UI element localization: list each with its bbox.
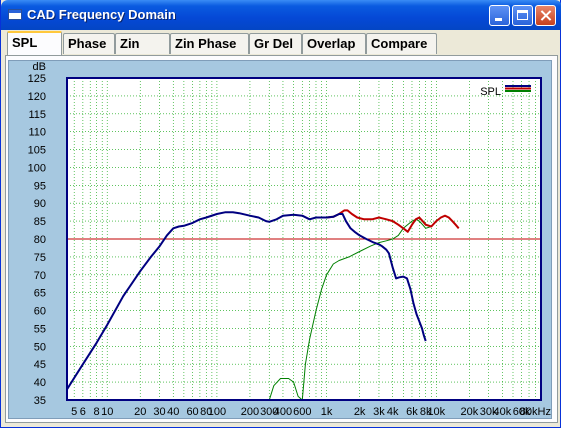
app-window-icon <box>8 9 22 20</box>
x-tick-label: 40 <box>167 406 179 418</box>
y-tick-label: 80 <box>34 234 46 246</box>
x-tick-label: 6 <box>80 406 86 418</box>
y-tick-label: 85 <box>34 216 46 228</box>
x-tick-label: 4k <box>387 406 399 418</box>
tab-zin-phase[interactable]: Zin Phase <box>170 33 249 54</box>
series-line-2 <box>66 211 427 390</box>
tab-compare[interactable]: Compare <box>366 33 437 54</box>
x-tick-label: 40k <box>493 406 511 418</box>
x-tick-label: 60k <box>513 406 531 418</box>
tab-gr-del[interactable]: Gr Del <box>249 33 302 54</box>
tab-overlap[interactable]: Overlap <box>302 33 366 54</box>
y-tick-label: 70 <box>34 270 46 282</box>
title-bar[interactable]: CAD Frequency Domain <box>1 0 561 30</box>
window-title: CAD Frequency Domain <box>27 7 176 22</box>
y-tick-label: 50 <box>34 341 46 353</box>
legend-label: SPL <box>480 86 501 98</box>
legend: SPL <box>480 85 531 98</box>
x-tick-label: 1k <box>321 406 333 418</box>
x-tick-label: 30 <box>153 406 165 418</box>
x-tick-label: 30k <box>480 406 498 418</box>
x-tick-label: 5 <box>71 406 77 418</box>
y-tick-label: 55 <box>34 323 46 335</box>
y-tick-label: 35 <box>34 395 46 407</box>
x-tick-label: 8k <box>420 406 432 418</box>
x-tick-label: 6k <box>406 406 418 418</box>
tab-phase[interactable]: Phase <box>63 33 115 54</box>
x-tick-label: 80 <box>200 406 212 418</box>
y-tick-label: 105 <box>28 145 46 157</box>
y-tick-label: 125 <box>28 73 46 85</box>
y-axis-label: dB <box>33 61 46 73</box>
x-tick-label: 10k <box>427 406 445 418</box>
legend-swatches <box>505 85 531 92</box>
series-layer <box>66 209 460 401</box>
y-tick-label: 45 <box>34 359 46 371</box>
y-tick-label: 110 <box>28 127 46 139</box>
y-tick-label: 95 <box>34 180 46 192</box>
y-tick-label: 60 <box>34 306 46 318</box>
y-tick-label: 40 <box>34 377 46 389</box>
maximize-button[interactable] <box>512 5 533 26</box>
x-tick-label: 100 <box>208 406 226 418</box>
plot-border <box>66 77 542 401</box>
x-tick-label: 10 <box>101 406 113 418</box>
minimize-button[interactable] <box>489 5 510 26</box>
x-tick-label: 80kHz <box>520 406 551 418</box>
y-tick-label: 65 <box>34 288 46 300</box>
series-line-1 <box>318 209 460 233</box>
y-tick-label: 75 <box>34 252 46 264</box>
tab-bar: SPL Phase Zin Zin Phase Gr Del Overlap C… <box>5 31 558 55</box>
close-button[interactable] <box>535 5 556 26</box>
y-tick-label: 120 <box>28 91 46 103</box>
y-tick-label: 90 <box>34 198 46 210</box>
x-tick-label: 3k <box>373 406 385 418</box>
tab-spl[interactable]: SPL <box>7 31 62 55</box>
y-tick-label: 100 <box>28 162 46 174</box>
tab-zin[interactable]: Zin <box>115 33 170 54</box>
y-axis-tick-labels: 35 40 45 50 55 60 65 70 75 80 85 90 95 100 105 110 115 12… <box>28 73 46 407</box>
x-tick-label: 20 <box>134 406 146 418</box>
x-tick-label: 2k <box>354 406 366 418</box>
x-tick-label: 60 <box>186 406 198 418</box>
x-tick-label: 8 <box>94 406 100 418</box>
y-tick-label: 115 <box>28 109 46 121</box>
x-tick-label: 400 <box>274 406 292 418</box>
x-tick-label: 300 <box>260 406 278 418</box>
x-tick-label: 20k <box>460 406 478 418</box>
x-tick-label: 600 <box>293 406 311 418</box>
x-tick-label: 200 <box>241 406 259 418</box>
